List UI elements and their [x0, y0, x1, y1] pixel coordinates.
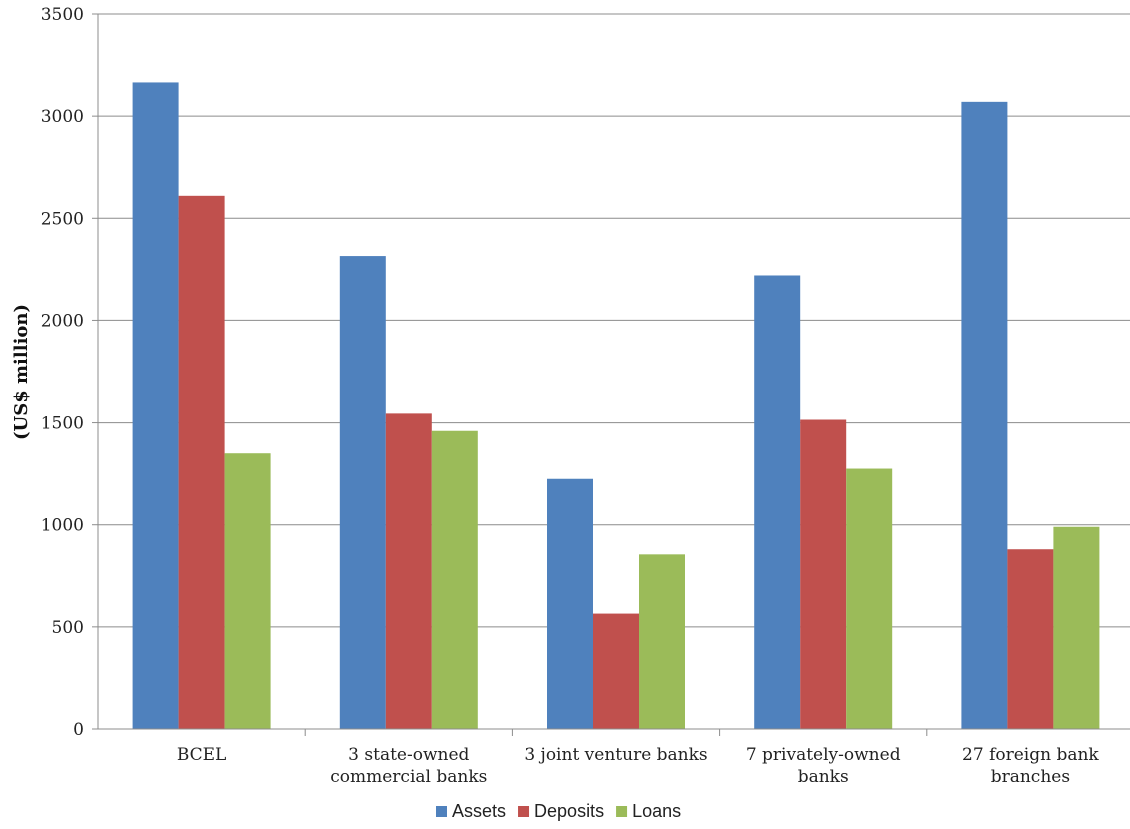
y-tick-label: 2000 — [41, 311, 84, 331]
category-label: 3 state-owned — [348, 745, 469, 765]
legend-label-loans: Loans — [632, 801, 681, 821]
y-tick-label: 1500 — [41, 414, 84, 434]
legend-swatch-loans — [616, 806, 628, 817]
y-tick-label: 2500 — [41, 209, 84, 229]
legend-label-deposits: Deposits — [534, 801, 604, 821]
legend-swatch-deposits — [518, 806, 530, 817]
category-label: BCEL — [177, 745, 227, 765]
y-axis-ticks: 0 500 1000 1500 2000 2500 3000 3500 — [41, 5, 99, 740]
y-tick-label: 500 — [52, 618, 84, 638]
y-tick-label: 0 — [73, 720, 84, 740]
bar-loans-1 — [431, 430, 478, 729]
bar-assets-1 — [339, 256, 386, 729]
bar-loans-3 — [846, 468, 893, 729]
gridlines — [98, 13, 1130, 628]
bar-deposits-1 — [385, 413, 432, 729]
category-label: branches — [991, 767, 1070, 787]
legend-swatch-assets — [436, 806, 447, 817]
x-axis — [98, 728, 1130, 736]
bar-loans-0 — [224, 453, 271, 729]
bar-assets-2 — [547, 478, 593, 729]
bar-deposits-0 — [178, 195, 225, 730]
category-label: 3 joint venture banks — [524, 745, 707, 765]
y-tick-label: 3000 — [41, 107, 84, 127]
legend: Assets Deposits Loans — [436, 801, 681, 821]
bar-loans-4 — [1053, 526, 1100, 729]
y-tick-label: 1000 — [41, 516, 84, 536]
bar-deposits-4 — [1007, 549, 1054, 729]
y-axis-label: (US$ million) — [11, 304, 32, 440]
bar-loans-2 — [639, 554, 685, 729]
bar-assets-4 — [961, 101, 1008, 730]
legend-label-assets: Assets — [452, 801, 506, 821]
bar-assets-3 — [754, 275, 801, 729]
y-tick-label: 3500 — [41, 5, 84, 25]
bar-assets-0 — [132, 82, 179, 729]
bar-deposits-3 — [800, 419, 847, 729]
category-label: 7 privately-owned — [746, 745, 901, 765]
bars — [132, 82, 1100, 730]
category-label: banks — [798, 767, 849, 787]
category-label: commercial banks — [330, 767, 487, 787]
category-label: 27 foreign bank — [962, 745, 1099, 765]
bar-deposits-2 — [593, 613, 639, 729]
